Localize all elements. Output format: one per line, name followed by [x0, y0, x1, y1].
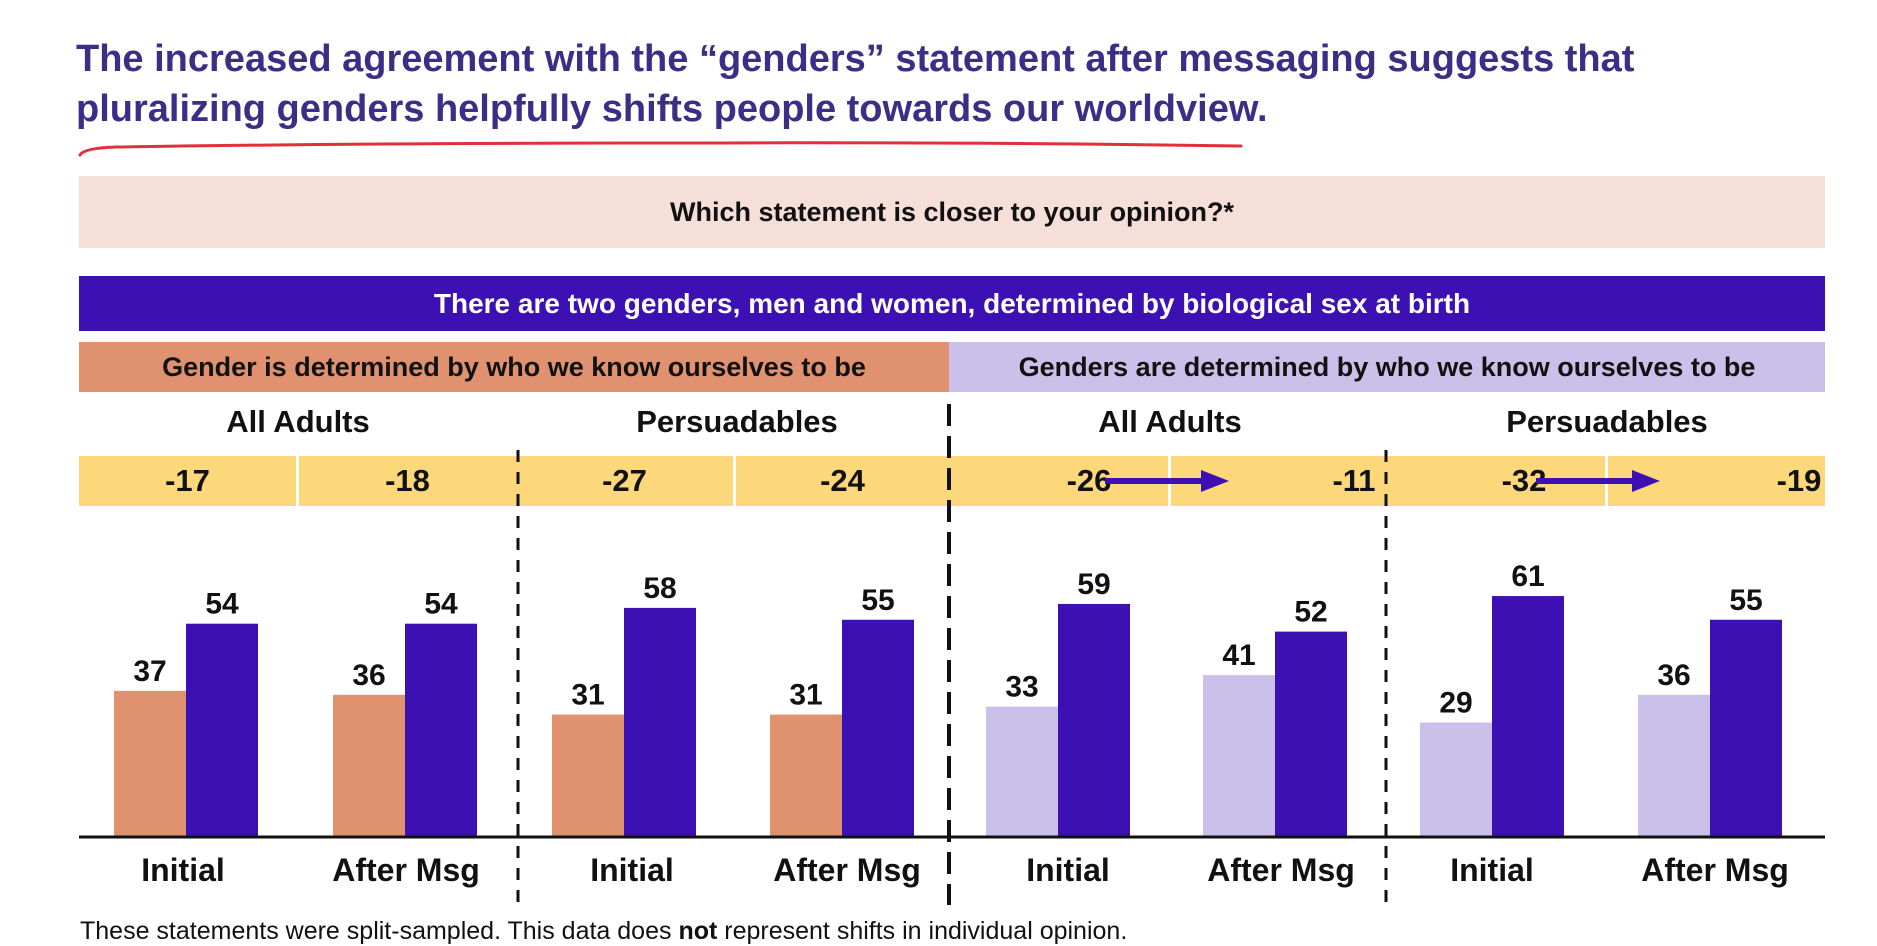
- bar-self-identity-label: 36: [1657, 659, 1690, 692]
- bar-two-genders-label: 59: [1077, 568, 1110, 601]
- bar-self-identity: [1203, 675, 1275, 837]
- x-label: Initial: [141, 852, 225, 888]
- bar-self-identity: [770, 714, 842, 837]
- net-value: -18: [385, 463, 430, 498]
- bar-two-genders: [1492, 596, 1564, 837]
- bar-self-identity: [552, 714, 624, 837]
- two-genders-statement: There are two genders, men and women, de…: [79, 276, 1825, 331]
- net-value: -11: [1332, 463, 1376, 498]
- bar-two-genders: [186, 623, 258, 837]
- gender-is-statement: Gender is determined by who we know ours…: [79, 342, 949, 392]
- bar-self-identity-label: 31: [571, 679, 604, 712]
- group-label-all-adults-1: All Adults: [226, 404, 370, 439]
- group-label-persuadables-2: Persuadables: [1506, 404, 1708, 439]
- bar-two-genders-label: 54: [424, 588, 458, 621]
- genders-are-statement: Genders are determined by who we know ou…: [949, 342, 1825, 392]
- bar-two-genders: [1710, 619, 1782, 837]
- bar-two-genders-label: 52: [1294, 596, 1327, 629]
- bar-self-identity: [114, 690, 186, 837]
- net-value: -19: [1776, 463, 1822, 498]
- bar-two-genders: [624, 607, 696, 837]
- group-label-all-adults-2: All Adults: [1098, 404, 1242, 439]
- bar-self-identity: [333, 694, 405, 837]
- bar-self-identity-label: 33: [1005, 671, 1038, 704]
- x-label: Initial: [1450, 852, 1534, 888]
- bar-two-genders: [842, 619, 914, 837]
- net-separator: [733, 456, 736, 506]
- bar-self-identity-label: 41: [1222, 639, 1255, 672]
- x-label: After Msg: [1207, 852, 1355, 888]
- net-value: -17: [165, 463, 210, 498]
- net-value: -24: [820, 463, 865, 498]
- x-label: After Msg: [332, 852, 480, 888]
- x-label: Initial: [1026, 852, 1110, 888]
- headline: The increased agreement with the “gender…: [76, 38, 1635, 130]
- bar-self-identity: [1638, 694, 1710, 837]
- bar-two-genders: [405, 623, 477, 837]
- bar-two-genders: [1058, 603, 1130, 837]
- bar-two-genders-label: 61: [1511, 560, 1544, 593]
- net-separator: [296, 456, 299, 506]
- bar-two-genders: [1275, 631, 1347, 837]
- bar-self-identity-label: 36: [352, 659, 385, 692]
- group-label-persuadables-1: Persuadables: [636, 404, 838, 439]
- x-label: Initial: [590, 852, 674, 888]
- footnote-emphasis: not: [678, 917, 718, 945]
- bar-two-genders-label: 55: [1729, 584, 1762, 617]
- x-label: After Msg: [1641, 852, 1789, 888]
- red-underline: [78, 141, 1243, 157]
- shift-arrow-icon: [1105, 470, 1229, 492]
- bar-self-identity-label: 31: [789, 679, 822, 712]
- net-value: -27: [602, 463, 647, 498]
- bar-self-identity: [986, 706, 1058, 837]
- net-score-band: -17 -18 -27 -24 -26 -11 -32 -19: [79, 456, 1825, 506]
- bar-self-identity: [1420, 722, 1492, 837]
- bar-self-identity-label: 37: [133, 655, 166, 688]
- x-label: After Msg: [773, 852, 921, 888]
- shift-arrow-icon: [1536, 470, 1660, 492]
- footnote-text: These statements were split-sampled. Thi…: [80, 917, 679, 945]
- question-band: Which statement is closer to your opinio…: [79, 176, 1825, 248]
- bar-two-genders-label: 55: [861, 584, 894, 617]
- footnote-text-end: represent shifts in individual opinion.: [717, 917, 1128, 945]
- bar-self-identity-label: 29: [1439, 686, 1472, 719]
- net-value: -26: [1066, 463, 1112, 498]
- footnote: These statements were split-sampled. Thi…: [80, 917, 1127, 946]
- bar-two-genders-label: 54: [205, 588, 239, 621]
- bar-two-genders-label: 58: [643, 572, 676, 605]
